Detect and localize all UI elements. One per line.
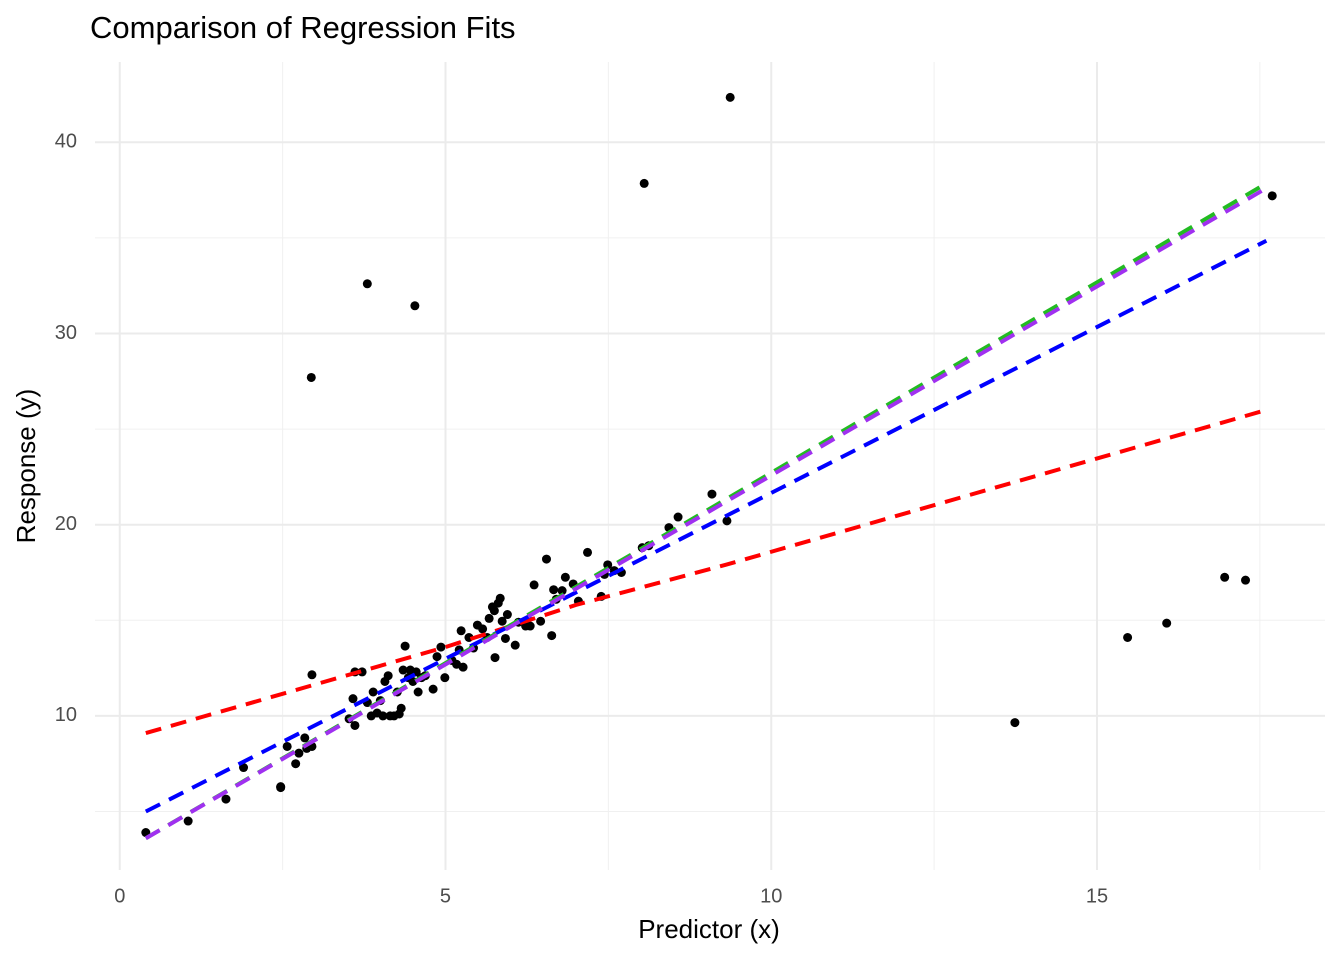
data-point — [428, 684, 438, 694]
chart-title: Comparison of Regression Fits — [90, 10, 516, 45]
data-point — [541, 554, 551, 564]
data-point — [440, 673, 450, 683]
data-point — [1220, 572, 1230, 582]
data-point — [362, 279, 372, 289]
data-point — [413, 687, 423, 697]
x-tick-label: 0 — [114, 885, 125, 907]
y-tick-label: 40 — [55, 131, 77, 153]
data-point — [639, 178, 649, 188]
data-point — [490, 653, 500, 663]
data-point — [282, 741, 292, 751]
data-point — [583, 547, 593, 557]
data-point — [529, 580, 539, 590]
data-point — [560, 572, 570, 582]
data-point — [1010, 718, 1020, 728]
data-point — [547, 631, 557, 641]
data-point — [396, 703, 406, 713]
data-point — [478, 624, 488, 634]
data-point — [183, 816, 193, 826]
data-point — [350, 720, 360, 730]
data-point — [557, 586, 567, 596]
data-point — [456, 626, 466, 636]
x-tick-label: 10 — [760, 885, 782, 907]
data-point — [673, 512, 683, 522]
data-point — [276, 783, 286, 793]
data-point — [484, 613, 494, 623]
data-point — [432, 652, 442, 662]
x-tick-label: 15 — [1086, 885, 1108, 907]
data-point — [497, 616, 507, 626]
data-point — [500, 633, 510, 643]
y-tick-label: 20 — [55, 513, 77, 535]
data-point — [378, 711, 388, 721]
fit-line — [144, 238, 1268, 814]
data-point — [383, 671, 393, 681]
data-point — [400, 641, 410, 651]
data-point — [239, 763, 249, 773]
data-point — [221, 794, 231, 804]
data-point — [348, 694, 358, 704]
data-point — [707, 489, 717, 499]
data-point — [722, 516, 732, 526]
data-point — [502, 610, 512, 620]
data-point — [436, 642, 446, 652]
data-point — [410, 301, 420, 311]
data-point — [306, 372, 316, 382]
data-point — [1162, 618, 1172, 628]
x-axis-title: Predictor (x) — [638, 914, 780, 944]
data-point — [307, 670, 317, 680]
grid — [95, 62, 1325, 870]
y-axis-title: Response (y) — [11, 389, 41, 544]
y-tick-label: 30 — [55, 322, 77, 344]
data-point — [294, 748, 304, 758]
data-point — [603, 560, 613, 570]
fit-line — [144, 186, 1268, 840]
data-point — [510, 640, 520, 650]
data-point — [536, 616, 546, 626]
data-point — [525, 621, 535, 631]
data-point — [495, 593, 505, 603]
data-point — [549, 585, 559, 595]
x-tick-label: 5 — [440, 885, 451, 907]
data-point — [291, 759, 301, 769]
fit-line — [145, 408, 1267, 736]
data-point — [368, 687, 378, 697]
data-point — [1241, 575, 1251, 585]
data-point — [458, 662, 468, 672]
marks — [141, 92, 1277, 840]
data-point — [725, 92, 735, 102]
data-point — [1123, 633, 1133, 643]
data-point — [1267, 191, 1277, 201]
data-point — [300, 733, 310, 743]
y-tick-label: 10 — [55, 704, 77, 726]
data-point — [398, 665, 408, 675]
data-point — [489, 606, 499, 616]
